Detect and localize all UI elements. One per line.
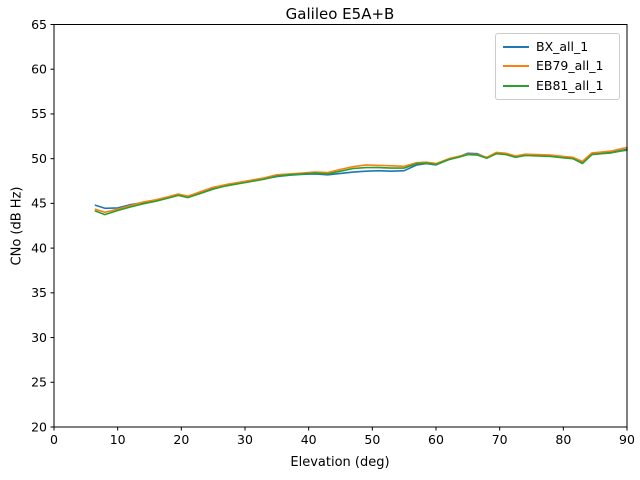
y-tick-label: 45 bbox=[31, 196, 47, 211]
x-axis-label: Elevation (deg) bbox=[290, 455, 390, 470]
y-tick-label: 20 bbox=[31, 419, 47, 434]
x-tick-label: 0 bbox=[50, 432, 58, 447]
y-tick-label: 60 bbox=[31, 62, 47, 77]
x-tick-label: 10 bbox=[110, 432, 126, 447]
y-axis-label: CNo (dB Hz) bbox=[9, 186, 25, 266]
legend-line-swatch-icon bbox=[503, 65, 529, 68]
y-tick-label: 30 bbox=[31, 330, 47, 345]
chart-title: Galileo E5A+B bbox=[285, 5, 395, 23]
y-tick-label: 50 bbox=[31, 151, 47, 166]
y-tick-label: 65 bbox=[31, 17, 47, 32]
x-tick-label: 60 bbox=[428, 432, 444, 447]
legend-box: BX_all_1 EB79_all_1 EB81_all_1 bbox=[495, 33, 620, 100]
series-line-EB81_all_1 bbox=[94, 149, 628, 216]
legend-line-swatch-icon bbox=[503, 85, 529, 88]
x-tick-label: 90 bbox=[619, 432, 635, 447]
x-tick-label: 50 bbox=[364, 432, 380, 447]
legend-label: EB81_all_1 bbox=[536, 77, 604, 93]
legend-item: EB79_all_1 bbox=[503, 60, 613, 73]
x-tick-label: 20 bbox=[173, 432, 189, 447]
legend-item: EB81_all_1 bbox=[503, 77, 613, 93]
y-tick-label: 55 bbox=[31, 106, 47, 121]
x-tick-label: 70 bbox=[492, 432, 508, 447]
legend-item: BX_all_1 bbox=[503, 38, 613, 54]
legend-label: EB79_all_1 bbox=[536, 58, 604, 74]
y-tick-label: 25 bbox=[31, 375, 47, 390]
x-tick-label: 30 bbox=[237, 432, 253, 447]
series-line-BX_all_1 bbox=[94, 148, 628, 210]
legend-label: BX_all_1 bbox=[536, 38, 589, 54]
x-tick-label: 80 bbox=[555, 432, 571, 447]
x-tick-label: 40 bbox=[301, 432, 317, 447]
y-tick-label: 40 bbox=[31, 240, 47, 255]
axes-frame bbox=[53, 24, 628, 428]
y-tick-label: 35 bbox=[31, 285, 47, 300]
legend-line-swatch-icon bbox=[503, 45, 529, 48]
series-line-EB79_all_1 bbox=[94, 146, 628, 214]
